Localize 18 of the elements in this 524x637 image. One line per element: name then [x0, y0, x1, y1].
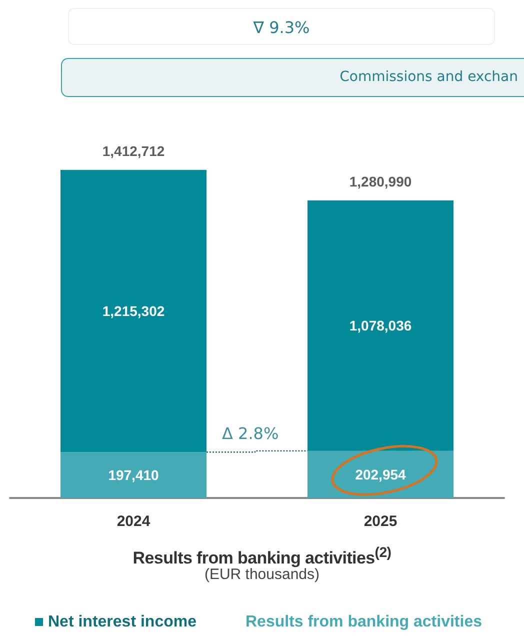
data-label: 197,410 [108, 467, 160, 484]
data-label: 202,954 [355, 466, 406, 482]
text: ∇ 9.3% [68, 8, 495, 45]
x-tick-label: 2025 [364, 513, 398, 530]
legend-label: Net interest income [48, 614, 197, 630]
x-tick-label: 2024 [116, 513, 151, 530]
bar [308, 200, 454, 451]
text: Commissions and exchan [61, 58, 524, 97]
text: (EUR thousands) [203, 566, 321, 583]
annotation: Δ 2.8% [222, 424, 279, 443]
text: Results from banking activities [245, 614, 482, 630]
total-label: 1,412,712 [102, 142, 165, 159]
data-label: 1,215,302 [102, 302, 165, 319]
bar [60, 170, 206, 452]
total-label: 1,280,990 [349, 173, 412, 190]
x-axis-title: Results from banking activities$^{(2)}$ [132, 545, 392, 568]
data-label: 1,078,036 [349, 318, 412, 334]
bar [60, 452, 206, 498]
